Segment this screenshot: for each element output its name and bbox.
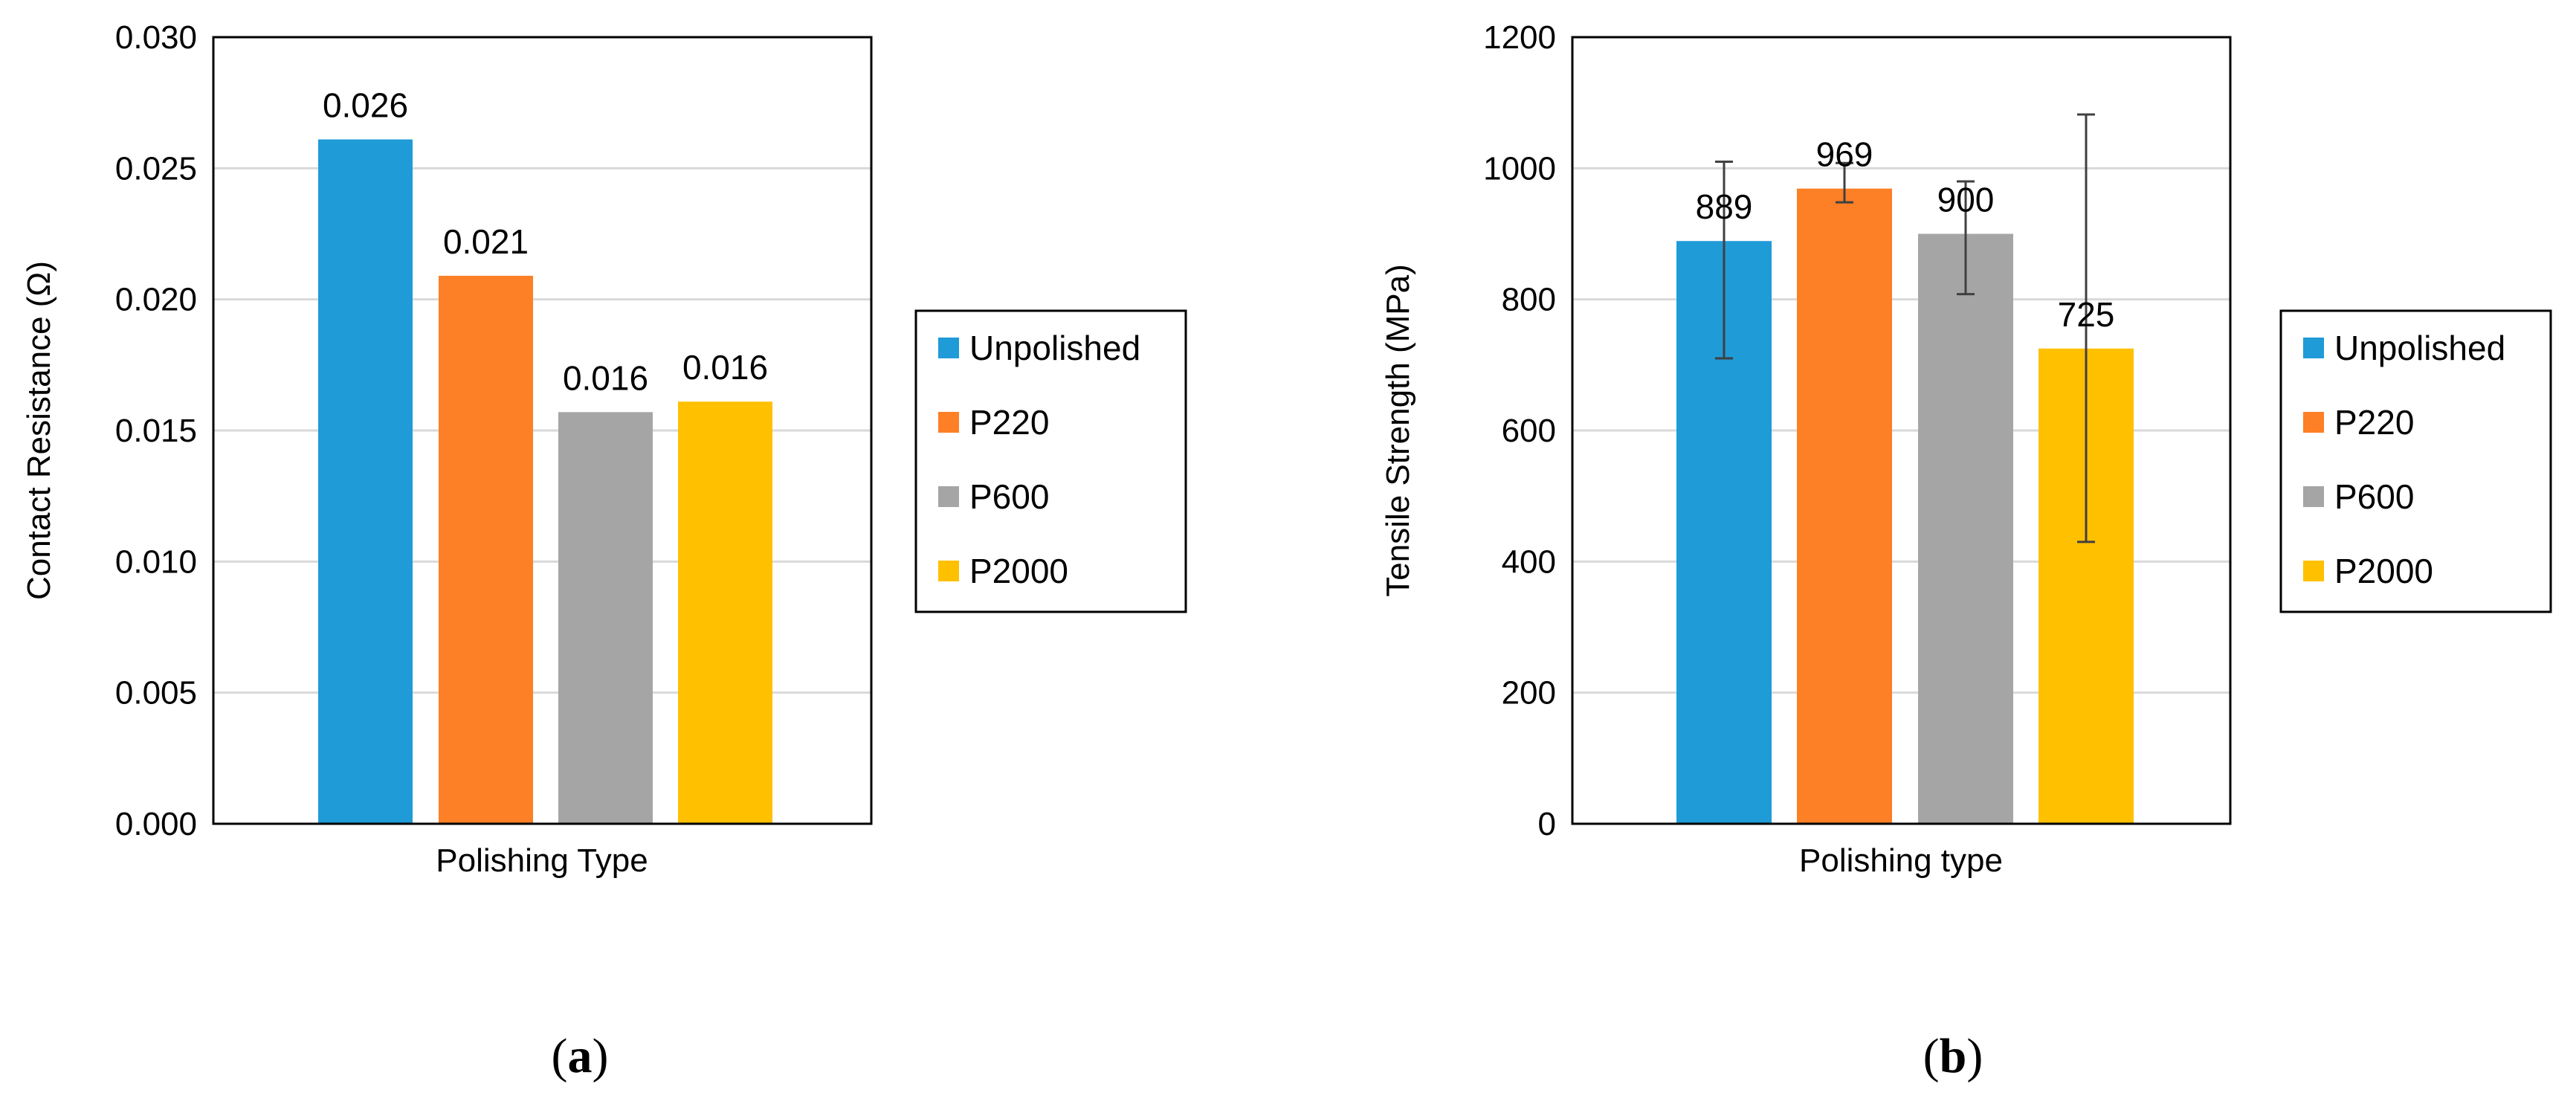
legend: Unpolished P220 P600 P2000 xyxy=(2279,309,2552,613)
data-label: 969 xyxy=(1816,135,1873,174)
y-axis-title: Tensile Strength (MPa) xyxy=(1380,264,1416,597)
y-axis-title: Contact Resistance (Ω) xyxy=(21,261,57,600)
bar-p2000 xyxy=(678,401,772,824)
y-tick-labels: 0.000 0.005 0.010 0.015 0.020 0.025 0.030 xyxy=(115,19,197,842)
data-label: 0.016 xyxy=(563,358,648,397)
legend-item-unpolished: Unpolished xyxy=(938,329,1140,367)
legend-swatch xyxy=(938,486,959,507)
bar-p220 xyxy=(1797,188,1892,825)
y-tick-label: 200 xyxy=(1502,675,1556,712)
legend-swatch xyxy=(2303,561,2324,581)
error-bar xyxy=(1957,180,1975,296)
legend-items: Unpolished P220 P600 P2000 xyxy=(2303,329,2505,590)
y-tick-label: 1200 xyxy=(1483,19,1556,56)
legend-item-p220: P220 xyxy=(938,403,1049,442)
data-label: 889 xyxy=(1696,187,1753,226)
panel-caption: (a) xyxy=(552,1029,609,1083)
bars xyxy=(318,139,772,825)
data-label: 725 xyxy=(2058,295,2115,334)
plot-frame xyxy=(212,36,873,825)
bar-unpolished xyxy=(318,139,413,825)
error-bar xyxy=(2077,113,2095,543)
legend-label: P2000 xyxy=(2334,552,2433,590)
plot-frame xyxy=(1571,36,2232,825)
bar-p220 xyxy=(439,275,533,825)
legend-label: P600 xyxy=(969,477,1049,516)
y-tick-label: 600 xyxy=(1502,413,1556,449)
bar-p600 xyxy=(1918,233,2013,824)
y-tick-label: 0.025 xyxy=(115,150,197,187)
legend-item-p600: P600 xyxy=(938,477,1049,516)
legend-item-p600: P600 xyxy=(2303,477,2414,516)
error-bars xyxy=(1715,113,2095,543)
data-label: 0.026 xyxy=(323,86,408,125)
y-tick-label: 1000 xyxy=(1483,150,1556,187)
error-bar xyxy=(1836,161,1853,204)
legend-box xyxy=(914,309,1187,613)
legend-swatch xyxy=(2303,486,2324,507)
legend: Unpolished P220 P600 P2000 xyxy=(914,309,1187,613)
legend-item-p2000: P2000 xyxy=(2303,552,2433,590)
x-axis-title: Polishing Type xyxy=(436,842,648,879)
bar-p600 xyxy=(558,412,653,824)
legend-label: P220 xyxy=(2334,403,2414,442)
legend-swatch xyxy=(2303,338,2324,358)
panel-caption-letter: a xyxy=(568,1029,593,1083)
legend-label: P2000 xyxy=(969,552,1068,590)
data-labels: 889 969 900 725 xyxy=(1696,135,2115,334)
panel-caption: (b) xyxy=(1923,1029,1983,1083)
y-tick-labels: 0 200 400 600 800 1000 1200 xyxy=(1483,19,1556,842)
legend-label: Unpolished xyxy=(969,329,1140,367)
y-tick-label: 0.000 xyxy=(115,806,197,842)
legend-swatch xyxy=(2303,412,2324,433)
data-label: 0.016 xyxy=(682,348,768,387)
y-tick-label: 0.020 xyxy=(115,282,197,318)
y-tick-label: 800 xyxy=(1502,282,1556,318)
data-label: 0.021 xyxy=(443,222,529,261)
legend-label: Unpolished xyxy=(2334,329,2505,367)
x-axis-title: Polishing type xyxy=(1799,842,2003,879)
legend-swatch xyxy=(938,338,959,358)
panel-caption-letter: b xyxy=(1940,1029,1967,1083)
bars xyxy=(1676,188,2134,825)
legend-item-p2000: P2000 xyxy=(938,552,1068,590)
legend-swatch xyxy=(938,561,959,581)
chart-panel-b: 0 200 400 600 800 1000 1200 889 969 900 725 Polis… xyxy=(1380,19,2552,1083)
y-tick-label: 0 xyxy=(1538,806,1556,842)
y-tick-label: 0.005 xyxy=(115,675,197,712)
legend-item-unpolished: Unpolished xyxy=(2303,329,2505,367)
legend-label: P600 xyxy=(2334,477,2414,516)
legend-swatch xyxy=(938,412,959,433)
gridlines xyxy=(213,167,871,694)
data-labels: 0.026 0.021 0.016 0.016 xyxy=(323,86,768,398)
legend-label: P220 xyxy=(969,403,1049,442)
legend-box xyxy=(2279,309,2552,613)
data-label: 900 xyxy=(1937,181,1995,219)
y-tick-label: 0.030 xyxy=(115,19,197,56)
legend-items: Unpolished P220 P600 P2000 xyxy=(938,329,1140,590)
y-tick-label: 0.010 xyxy=(115,543,197,580)
error-bar xyxy=(1715,161,1733,360)
y-tick-label: 400 xyxy=(1502,543,1556,580)
y-tick-label: 0.015 xyxy=(115,413,197,449)
chart-panel-a: 0.000 0.005 0.010 0.015 0.020 0.025 0.030 0.02… xyxy=(21,19,1187,1083)
legend-item-p220: P220 xyxy=(2303,403,2414,442)
